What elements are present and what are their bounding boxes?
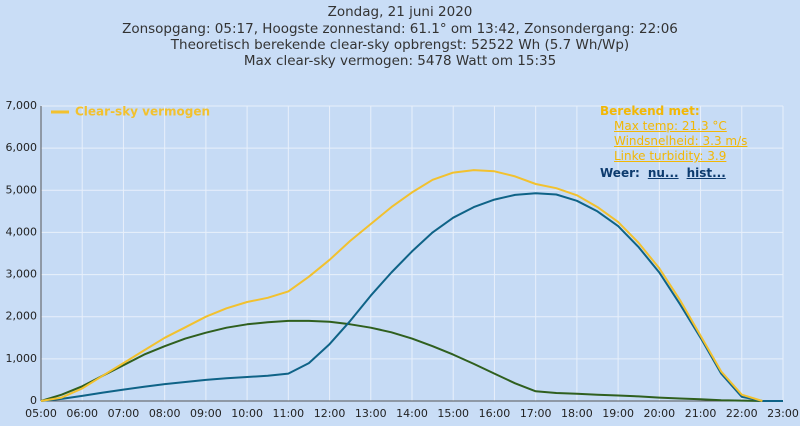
- series-line: [40, 319, 783, 402]
- x-tick-label: 11:00: [272, 407, 304, 420]
- x-tick-label: 23:00: [767, 407, 799, 420]
- subtitle: Max clear-sky vermogen: 5478 Watt om 15:…: [244, 53, 556, 69]
- x-tick-label: 14:00: [396, 407, 428, 420]
- y-tick-label: 4,000: [6, 225, 38, 238]
- x-tick-label: 19:00: [602, 407, 634, 420]
- weather-link[interactable]: hist...: [686, 166, 726, 180]
- y-tick-label: 2,000: [6, 310, 38, 323]
- legend-label: Clear-sky vermogen: [75, 105, 210, 119]
- annotation-box: Berekend met: Max temp: 21.3 °C Windsnel…: [600, 104, 747, 181]
- x-tick-label: 07:00: [108, 407, 140, 420]
- y-tick-label: 5,000: [6, 183, 38, 196]
- x-tick-label: 18:00: [561, 407, 593, 420]
- y-tick-label: 0: [30, 394, 37, 407]
- annotation-link[interactable]: Linke turbidity: 3.9: [614, 149, 727, 163]
- x-tick-label: 20:00: [643, 407, 675, 420]
- x-tick-label: 15:00: [437, 407, 469, 420]
- x-tick-label: 22:00: [726, 407, 758, 420]
- x-tick-label: 05:00: [25, 407, 57, 420]
- x-tick-label: 16:00: [479, 407, 511, 420]
- weather-link[interactable]: nu...: [647, 166, 679, 180]
- annotation-heading: Berekend met:: [600, 104, 700, 118]
- x-tick-label: 13:00: [355, 407, 387, 420]
- x-tick-label: 12:00: [314, 407, 346, 420]
- x-tick-label: 21:00: [685, 407, 717, 420]
- chart-title: Zondag, 21 juni 2020: [328, 4, 473, 20]
- y-tick-label: 7,000: [6, 99, 38, 112]
- y-tick-label: 6,000: [6, 141, 38, 154]
- annotation-link[interactable]: Windsnelheid: 3.3 m/s: [614, 134, 748, 148]
- series-line: [40, 192, 783, 402]
- x-tick-label: 10:00: [231, 407, 263, 420]
- annotation-link[interactable]: Max temp: 21.3 °C: [614, 119, 727, 133]
- x-tick-label: 09:00: [190, 407, 222, 420]
- weather-row: Weer: nu... hist...: [600, 166, 747, 181]
- series-line: [40, 169, 763, 402]
- x-tick-label: 06:00: [66, 407, 98, 420]
- subtitle: Zonsopgang: 05:17, Hoogste zonnestand: 6…: [122, 21, 678, 37]
- y-tick-label: 1,000: [6, 352, 38, 365]
- weather-label: Weer:: [600, 166, 640, 180]
- x-tick-label: 17:00: [520, 407, 552, 420]
- subtitle: Theoretisch berekende clear-sky opbrengs…: [170, 37, 629, 53]
- x-tick-label: 08:00: [149, 407, 181, 420]
- y-tick-label: 3,000: [6, 268, 38, 281]
